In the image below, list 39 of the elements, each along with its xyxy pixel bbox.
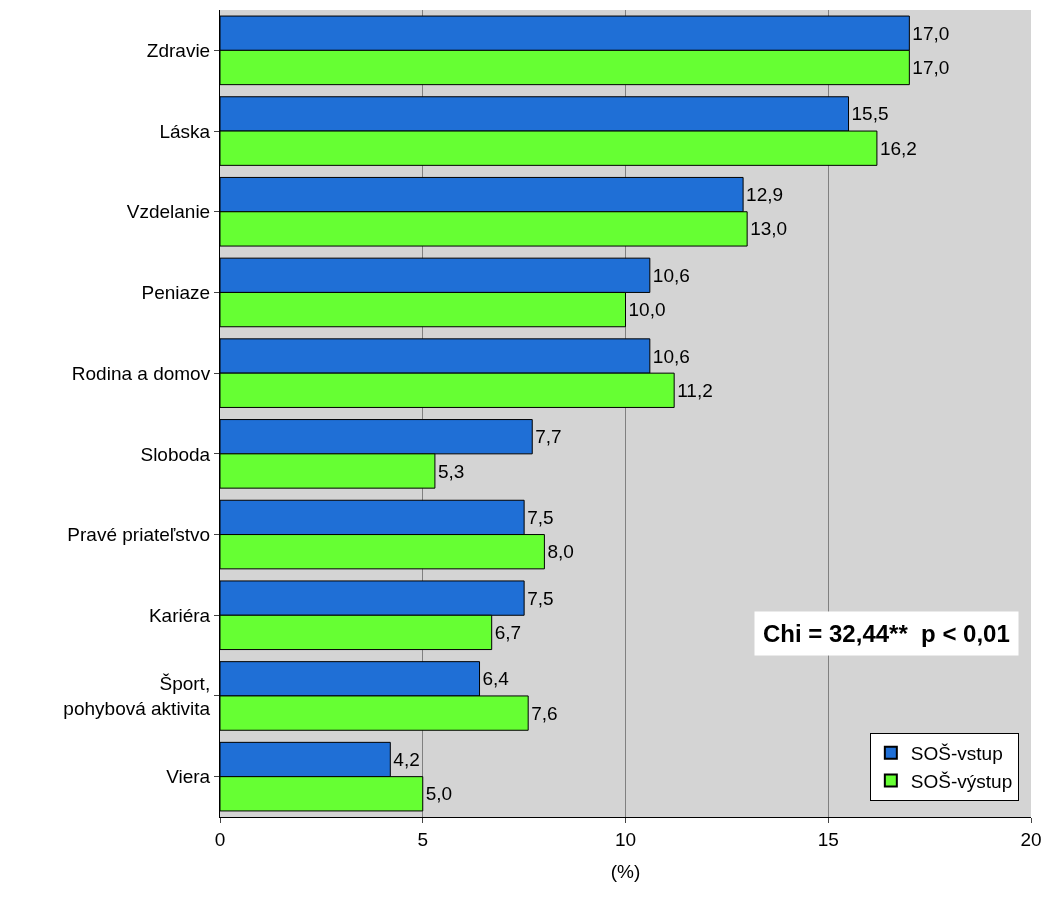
data-label: 11,2 [677, 379, 713, 401]
data-label: 5,3 [437, 460, 465, 482]
x-tick-label: 15 [817, 828, 839, 850]
y-tick-label: Peniaze [141, 282, 211, 304]
x-tick-label: 0 [214, 828, 226, 850]
data-label: 12,9 [746, 184, 784, 206]
y-tick-label: Láska [159, 120, 211, 142]
y-tick-label: Rodina a domov [71, 362, 211, 384]
data-label: 15,5 [851, 103, 889, 125]
y-tick-label: Vzdelanie [126, 201, 211, 223]
data-label: 17,0 [912, 22, 950, 44]
y-tick-label: Zdravie [146, 40, 211, 61]
data-label: 17,0 [912, 57, 950, 78]
data-label: 6,4 [482, 668, 510, 690]
annotation: Chi = 32,44** p < 0,01 [763, 620, 1010, 647]
y-tick-label: Šport, pohybová aktivita [63, 673, 211, 719]
data-label: 7,5 [527, 587, 554, 609]
data-label: 10,6 [652, 345, 690, 367]
data-label: 6,7 [494, 621, 522, 643]
x-tick-label: 5 [417, 828, 429, 850]
y-tick-label: Viera [166, 766, 211, 788]
x-axis-title: (%) [610, 860, 641, 882]
y-tick-label: Pravé priateľstvo [67, 524, 211, 546]
x-tick-label: 10 [614, 828, 637, 850]
data-label: 5,0 [425, 783, 453, 805]
x-tick-label: 20 [1020, 828, 1042, 850]
data-label: 7,7 [535, 426, 562, 448]
y-tick-label: Sloboda [140, 443, 211, 465]
legend-label: SOŠ-vstup [910, 743, 1003, 765]
data-label: 7,5 [527, 506, 554, 528]
data-label: 10,0 [628, 299, 666, 321]
data-label: 16,2 [879, 137, 917, 159]
data-label: 4,2 [393, 749, 420, 770]
data-label: 13,0 [750, 218, 788, 240]
y-tick-label: Kariéra [148, 604, 211, 626]
data-label: 10,6 [652, 264, 690, 286]
data-label: 7,6 [531, 702, 558, 724]
data-label: 8,0 [547, 541, 574, 563]
legend-label: SOŠ-výstup [910, 770, 1013, 792]
